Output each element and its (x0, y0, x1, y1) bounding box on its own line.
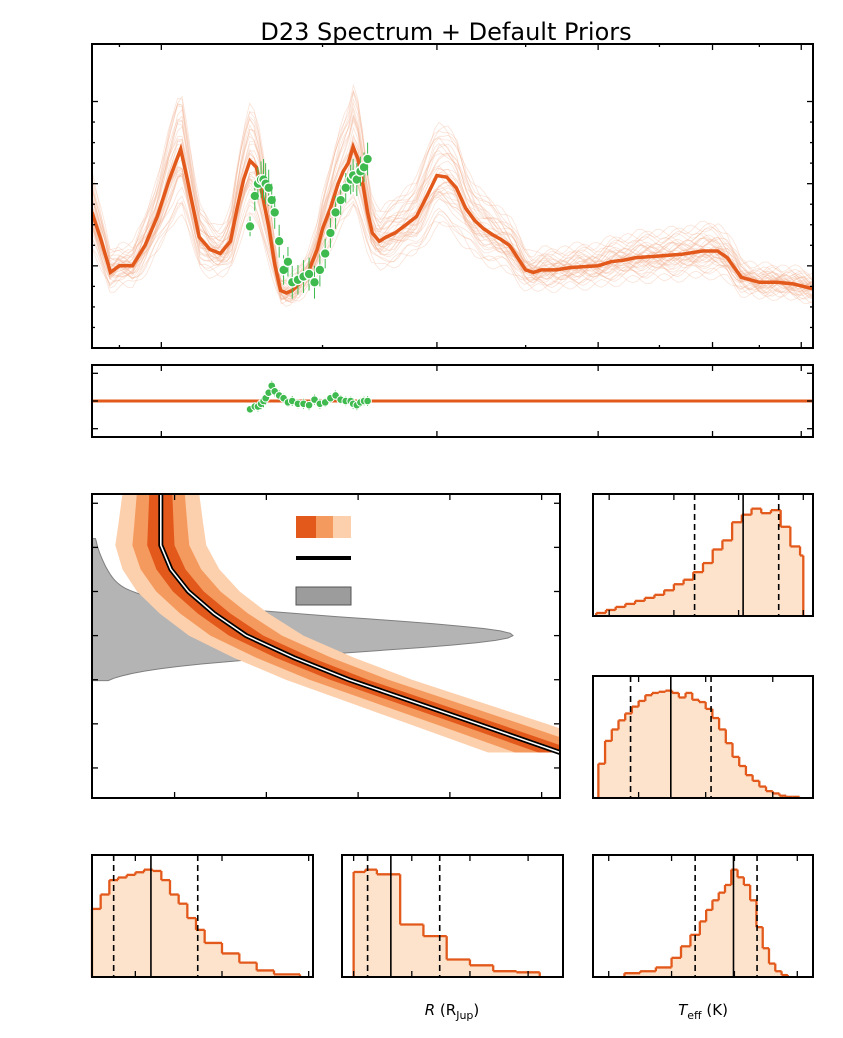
feh-histogram-panel (592, 493, 814, 617)
label-part: ) (473, 1001, 479, 1019)
data-point (249, 190, 261, 202)
histogram-fill (596, 508, 804, 616)
random-draw-line (92, 117, 813, 302)
data-point (362, 153, 374, 165)
random-draw-line (92, 202, 813, 307)
teff-histogram-panel: Teff (K) (592, 854, 814, 1022)
data-point (314, 264, 326, 276)
random-draw-line (92, 172, 813, 304)
co-histogram-panel (592, 675, 814, 799)
random-draw-line (92, 83, 813, 282)
histogram-axes-frame (592, 493, 814, 617)
data-point (263, 182, 275, 194)
residuals-panel (91, 364, 814, 438)
legend-swatch-1sigma (296, 516, 316, 538)
random-draw-line (92, 200, 813, 297)
random-draw-line (92, 168, 813, 292)
random-draw-line (92, 98, 813, 292)
data-point (324, 227, 336, 239)
data-point (269, 206, 281, 218)
histogram-axes-frame (592, 854, 814, 978)
random-draw-line (92, 162, 813, 300)
data-point (319, 248, 331, 259)
random-draw-line (92, 106, 813, 300)
residual-point (304, 400, 314, 410)
random-draw-line (92, 113, 813, 298)
random-draw-line (92, 157, 813, 301)
random-draw-line (92, 115, 813, 293)
spectrum-axes-frame (91, 43, 814, 349)
median-tp-line (160, 494, 560, 754)
data-point (244, 220, 256, 232)
best-fit-model-line (92, 141, 813, 295)
random-draw-line (92, 109, 813, 285)
data-point (266, 194, 278, 206)
random-draw-line (92, 172, 813, 297)
histogram-axis-label: Teff (K) (678, 1001, 728, 1022)
histogram-fill (598, 690, 800, 798)
residual-point (363, 396, 372, 406)
random-draw-line (92, 89, 813, 290)
data-point (303, 268, 315, 280)
random-draw-line (92, 141, 813, 297)
random-draw-line (92, 150, 813, 299)
data-point (335, 194, 347, 206)
radius-histogram-panel: R (RJup) (341, 854, 564, 1022)
random-draw-line (92, 202, 813, 304)
random-draw-line (92, 152, 813, 293)
spectrum-plot-area (92, 83, 813, 307)
random-draw-line (92, 173, 813, 302)
spectrum-panel (91, 43, 814, 349)
histogram-axes-frame (341, 854, 564, 978)
random-draw-line (92, 193, 813, 300)
tp-plot-area (92, 494, 560, 755)
label-part: T (678, 1001, 689, 1019)
random-draw-line (92, 149, 813, 305)
figure-title: D23 Spectrum + Default Priors (260, 18, 631, 46)
histogram-axis-label: R (RJup) (425, 1001, 480, 1022)
label-part: R (425, 1001, 435, 1019)
random-draw-line (92, 91, 813, 295)
label-part: Jup (455, 1009, 473, 1022)
random-draw-line (92, 119, 813, 285)
histogram-fill (353, 869, 540, 977)
random-draw-line (92, 89, 813, 284)
data-point (309, 276, 320, 288)
histogram-axes-frame (592, 675, 814, 799)
legend-swatch-2sigma (316, 516, 333, 538)
data-point (273, 235, 285, 247)
logg-histogram-panel (90, 854, 314, 978)
tp-profile-panel (91, 493, 561, 799)
random-draw-line (92, 101, 813, 299)
random-draw-line (92, 126, 813, 290)
label-part: (R (435, 1001, 456, 1019)
random-draw-line (92, 175, 813, 296)
random-draw-line (92, 114, 813, 295)
label-part: eff (687, 1009, 702, 1022)
random-draw-line (92, 135, 813, 294)
sigma-envelope-1 (147, 494, 560, 753)
histogram-fill (624, 869, 788, 977)
tp-axes-frame (91, 493, 561, 799)
random-draw-line (92, 195, 813, 292)
histogram-axes-frame (91, 854, 314, 978)
legend-swatch-3sigma (333, 516, 351, 538)
random-draw-line (92, 164, 813, 299)
legend-contribution-swatch (295, 586, 352, 606)
data-point (282, 256, 294, 268)
data-point (330, 206, 342, 218)
random-draw-line (92, 133, 813, 301)
label-part: (K) (702, 1001, 728, 1019)
